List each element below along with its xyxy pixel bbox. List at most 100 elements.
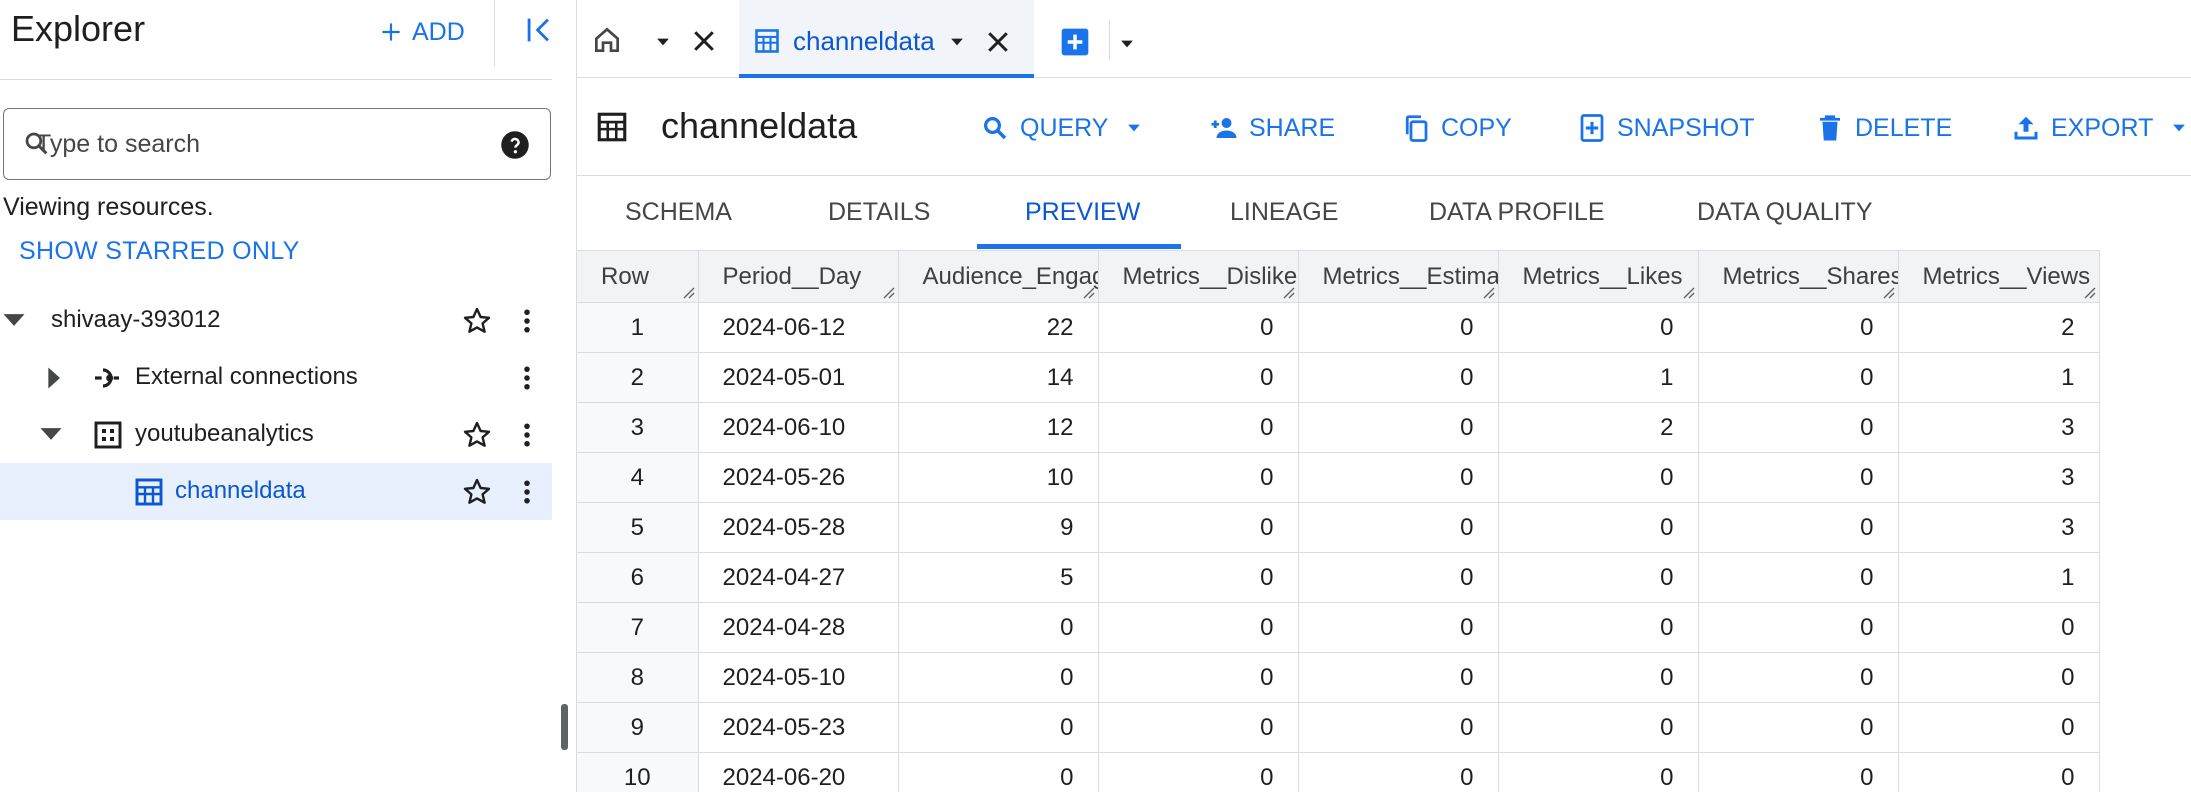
row-number-cell[interactable]: 4 [577, 452, 699, 503]
row-number-cell[interactable]: 9 [577, 702, 699, 753]
table-cell[interactable]: 0 [1298, 552, 1499, 603]
caret-down-icon[interactable] [37, 420, 65, 448]
table-cell[interactable]: 10 [898, 452, 1099, 503]
tab-schema[interactable]: SCHEMA [625, 198, 732, 226]
table-cell[interactable]: 0 [1298, 752, 1499, 792]
snapshot-button[interactable]: SNAPSHOT [1577, 111, 1755, 145]
table-row[interactable]: 5 2024-05-28 9 0 0 0 0 3 [577, 502, 2100, 553]
table-cell[interactable]: 0 [1498, 502, 1699, 553]
table-cell[interactable]: 0 [898, 702, 1099, 753]
query-button[interactable]: QUERY [980, 111, 1144, 145]
column-resize-icon[interactable] [1480, 284, 1496, 300]
table-cell[interactable]: 0 [1098, 752, 1299, 792]
tree-item-project[interactable]: shivaay-393012 [0, 292, 552, 349]
row-number-cell[interactable]: 7 [577, 602, 699, 653]
table-cell[interactable]: 22 [898, 302, 1099, 353]
table-cell[interactable]: 0 [1698, 402, 1899, 453]
table-cell[interactable]: 0 [1298, 402, 1499, 453]
table-cell[interactable]: 2024-05-10 [698, 652, 899, 703]
table-cell[interactable]: 3 [1898, 502, 2100, 553]
table-cell[interactable]: 5 [898, 552, 1099, 603]
export-button[interactable]: EXPORT [2011, 111, 2189, 145]
table-cell[interactable]: 0 [1698, 702, 1899, 753]
table-cell[interactable]: 0 [1898, 702, 2100, 753]
table-cell[interactable]: 2024-04-28 [698, 602, 899, 653]
table-cell[interactable]: 0 [1098, 702, 1299, 753]
table-cell[interactable]: 0 [1098, 452, 1299, 503]
table-cell[interactable]: 0 [1298, 452, 1499, 503]
more-vert-icon[interactable] [512, 476, 542, 508]
table-row[interactable]: 2 2024-05-01 14 0 0 1 0 1 [577, 352, 2100, 403]
table-row[interactable]: 8 2024-05-10 0 0 0 0 0 0 [577, 652, 2100, 703]
table-cell[interactable]: 12 [898, 402, 1099, 453]
collapse-panel-icon[interactable] [522, 13, 556, 47]
table-cell[interactable]: 3 [1898, 402, 2100, 453]
table-cell[interactable]: 2024-05-23 [698, 702, 899, 753]
tree-item-external-connections[interactable]: External connections [0, 349, 552, 406]
table-cell[interactable]: 0 [1298, 602, 1499, 653]
column-resize-icon[interactable] [1680, 284, 1696, 300]
table-cell[interactable]: 0 [1298, 352, 1499, 403]
column-resize-icon[interactable] [1080, 284, 1096, 300]
table-row[interactable]: 7 2024-04-28 0 0 0 0 0 0 [577, 602, 2100, 653]
table-cell[interactable]: 2024-06-12 [698, 302, 899, 353]
close-icon[interactable] [983, 27, 1013, 57]
row-number-cell[interactable]: 10 [577, 752, 699, 792]
table-cell[interactable]: 0 [1098, 352, 1299, 403]
column-header[interactable]: Metrics__Dislike [1098, 250, 1299, 303]
column-header[interactable]: Metrics__Shares [1698, 250, 1899, 303]
table-cell[interactable]: 0 [1698, 452, 1899, 503]
column-header[interactable]: Metrics__Views [1898, 250, 2100, 303]
tab-data-profile[interactable]: DATA PROFILE [1429, 198, 1605, 226]
table-row[interactable]: 4 2024-05-26 10 0 0 0 0 3 [577, 452, 2100, 503]
tab-data-quality[interactable]: DATA QUALITY [1697, 198, 1873, 226]
search-input[interactable] [36, 125, 466, 163]
table-cell[interactable]: 0 [898, 602, 1099, 653]
tree-item-table[interactable]: channeldata [0, 463, 552, 520]
more-vert-icon[interactable] [512, 362, 542, 394]
tab-channeldata[interactable]: channeldata [739, 0, 1034, 78]
table-cell[interactable]: 0 [1498, 452, 1699, 503]
table-cell[interactable]: 0 [1698, 302, 1899, 353]
star-icon[interactable] [461, 419, 493, 451]
tab-details[interactable]: DETAILS [828, 198, 931, 226]
table-cell[interactable]: 0 [1498, 752, 1699, 792]
help-icon[interactable] [500, 130, 530, 160]
table-cell[interactable]: 0 [1098, 302, 1299, 353]
table-cell[interactable]: 0 [1498, 602, 1699, 653]
more-vert-icon[interactable] [512, 419, 542, 451]
table-cell[interactable]: 0 [1898, 652, 2100, 703]
table-cell[interactable]: 0 [1498, 302, 1699, 353]
table-cell[interactable]: 2 [1898, 302, 2100, 353]
delete-button[interactable]: DELETE [1815, 111, 1952, 145]
more-vert-icon[interactable] [512, 305, 542, 337]
column-resize-icon[interactable] [2081, 284, 2097, 300]
table-cell[interactable]: 14 [898, 352, 1099, 403]
column-header[interactable]: Row [577, 250, 699, 303]
column-header[interactable]: Period__Day [698, 250, 899, 303]
table-cell[interactable]: 0 [1298, 702, 1499, 753]
table-cell[interactable]: 1 [1498, 352, 1699, 403]
table-row[interactable]: 1 2024-06-12 22 0 0 0 0 2 [577, 302, 2100, 353]
table-row[interactable]: 3 2024-06-10 12 0 0 2 0 3 [577, 402, 2100, 453]
table-cell[interactable]: 0 [1698, 502, 1899, 553]
column-resize-icon[interactable] [880, 284, 896, 300]
copy-button[interactable]: COPY [1401, 111, 1512, 145]
table-cell[interactable]: 0 [1098, 602, 1299, 653]
table-cell[interactable]: 0 [1098, 552, 1299, 603]
table-cell[interactable]: 0 [1698, 552, 1899, 603]
row-number-cell[interactable]: 2 [577, 352, 699, 403]
column-resize-icon[interactable] [1280, 284, 1296, 300]
show-starred-only-link[interactable]: SHOW STARRED ONLY [19, 237, 300, 265]
table-row[interactable]: 6 2024-04-27 5 0 0 0 0 1 [577, 552, 2100, 603]
table-cell[interactable]: 0 [898, 752, 1099, 792]
column-header[interactable]: Audience_Engag [898, 250, 1099, 303]
table-cell[interactable]: 0 [1098, 652, 1299, 703]
table-cell[interactable]: 1 [1898, 352, 2100, 403]
tab-lineage[interactable]: LINEAGE [1230, 198, 1339, 226]
row-number-cell[interactable]: 5 [577, 502, 699, 553]
table-cell[interactable]: 0 [1498, 702, 1699, 753]
column-header[interactable]: Metrics__Estima [1298, 250, 1499, 303]
table-cell[interactable]: 0 [1098, 402, 1299, 453]
table-row[interactable]: 9 2024-05-23 0 0 0 0 0 0 [577, 702, 2100, 753]
